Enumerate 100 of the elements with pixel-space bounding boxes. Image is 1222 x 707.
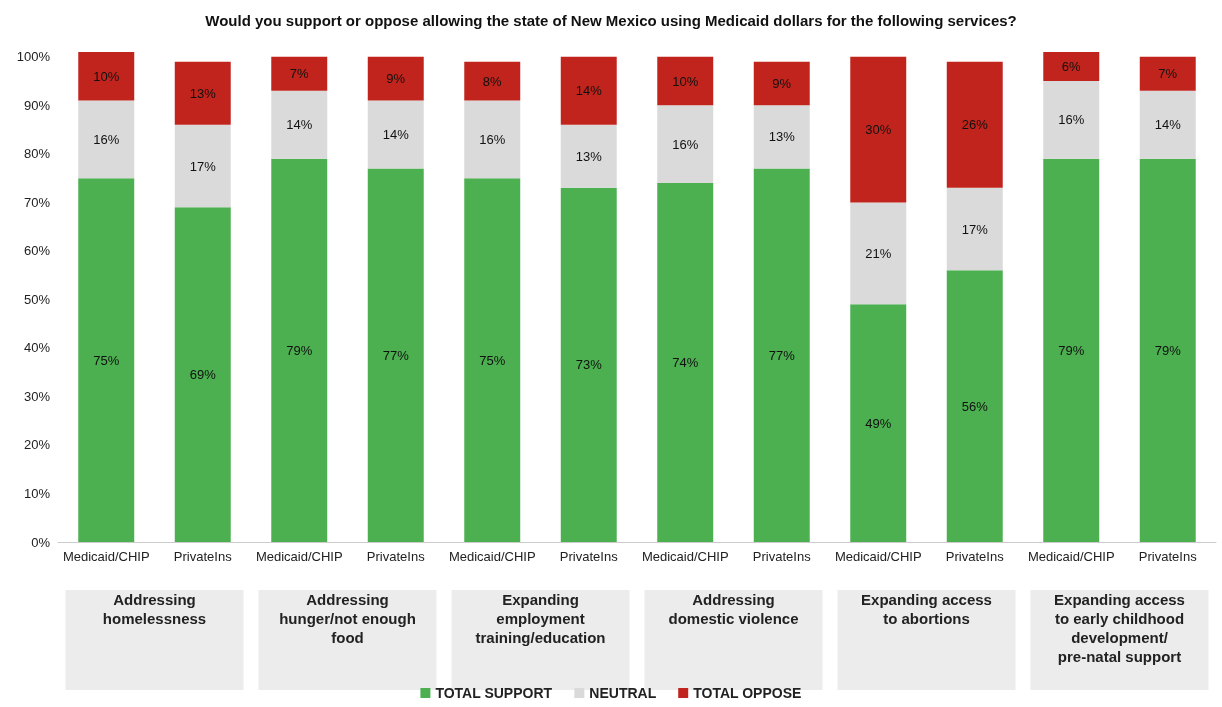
text: Expanding access to abortions bbox=[861, 591, 992, 627]
bar bbox=[560, 187, 617, 542]
data-label: 75% bbox=[93, 352, 120, 368]
bar bbox=[1043, 81, 1100, 159]
x-tick-label: Medicaid/CHIP bbox=[448, 549, 536, 564]
x-tick-label: Medicaid/CHIP bbox=[1027, 549, 1115, 564]
data-label: 14% bbox=[382, 126, 410, 142]
data-label: 10% bbox=[672, 73, 699, 89]
text: Expanding access to early childhood development/ pre-natal support bbox=[1054, 591, 1185, 665]
data-label: 79% bbox=[1058, 342, 1085, 358]
x-tick-label: PrivateIns bbox=[1138, 549, 1198, 564]
data-label: 16% bbox=[1058, 112, 1085, 128]
data-label: 14% bbox=[1154, 117, 1182, 133]
bar bbox=[367, 56, 424, 101]
data-label: 17% bbox=[961, 221, 989, 237]
bar bbox=[78, 52, 135, 101]
y-tick-label: 100% bbox=[16, 49, 51, 65]
data-label: 16% bbox=[93, 131, 120, 147]
bar bbox=[657, 182, 714, 542]
x-tick-label: Medicaid/CHIP bbox=[255, 549, 343, 564]
data-label: 7% bbox=[289, 66, 310, 82]
bar bbox=[174, 61, 231, 125]
legend-label: NEUTRAL bbox=[589, 685, 657, 701]
data-label: 16% bbox=[479, 131, 506, 147]
data-label: 9% bbox=[772, 76, 792, 92]
data-label: 10% bbox=[93, 68, 120, 84]
bar bbox=[78, 100, 135, 179]
y-tick-label: 60% bbox=[23, 243, 51, 259]
bar bbox=[946, 270, 1003, 542]
x-tick-label: PrivateIns bbox=[366, 549, 426, 564]
x-tick-label: PrivateIns bbox=[173, 549, 233, 564]
chart-title: Would you support or oppose allowing the state of New Mexico using Medicaid dollars for the following services? bbox=[205, 12, 1017, 29]
text: Addressing domestic violence bbox=[668, 591, 799, 627]
y-tick-label: 30% bbox=[23, 388, 51, 404]
y-tick-label: 80% bbox=[23, 146, 51, 162]
data-label: 7% bbox=[1158, 66, 1178, 82]
text: Expanding employment training/education bbox=[475, 591, 606, 646]
bar bbox=[271, 90, 328, 159]
bar bbox=[946, 61, 1003, 188]
data-label: 77% bbox=[382, 347, 410, 363]
data-label: 30% bbox=[865, 122, 892, 138]
bar bbox=[174, 207, 231, 542]
data-label: 9% bbox=[386, 71, 406, 87]
data-label: 16% bbox=[672, 136, 699, 152]
bar bbox=[850, 304, 907, 542]
data-label: 73% bbox=[575, 357, 603, 373]
bar bbox=[367, 100, 424, 169]
bar bbox=[657, 56, 714, 106]
y-tick-label: 20% bbox=[23, 437, 51, 453]
bar bbox=[464, 100, 521, 179]
y-tick-label: 0% bbox=[31, 534, 51, 550]
bar bbox=[174, 124, 231, 208]
data-label: 75% bbox=[479, 352, 506, 368]
y-tick-label: 50% bbox=[23, 291, 51, 307]
data-label: 49% bbox=[865, 415, 892, 431]
bar bbox=[560, 124, 617, 188]
bar bbox=[946, 187, 1003, 271]
x-tick-label: Medicaid/CHIP bbox=[62, 549, 150, 564]
bar bbox=[753, 168, 810, 542]
x-tick-label: Medicaid/CHIP bbox=[834, 549, 922, 564]
data-label: 14% bbox=[286, 117, 313, 133]
bar bbox=[271, 158, 328, 542]
bar bbox=[1139, 56, 1196, 91]
bar bbox=[1043, 52, 1100, 82]
bar bbox=[560, 56, 617, 125]
y-tick-label: 40% bbox=[23, 340, 51, 356]
bar bbox=[657, 105, 714, 183]
data-label: 56% bbox=[961, 398, 989, 414]
x-tick-label: PrivateIns bbox=[945, 549, 1005, 564]
text: Addressing hunger/not enough food bbox=[279, 591, 416, 646]
data-label: 13% bbox=[768, 129, 796, 145]
data-label: 17% bbox=[189, 158, 217, 174]
bar bbox=[1043, 158, 1100, 542]
data-label: 69% bbox=[189, 367, 217, 383]
legend-label: TOTAL SUPPORT bbox=[435, 685, 553, 701]
data-label: 74% bbox=[672, 354, 699, 370]
y-tick-label: 70% bbox=[23, 194, 51, 210]
data-label: 8% bbox=[482, 73, 503, 89]
data-label: 26% bbox=[961, 117, 989, 133]
data-label: 6% bbox=[1061, 59, 1082, 75]
x-tick-label: Medicaid/CHIP bbox=[641, 549, 729, 564]
bar bbox=[753, 61, 810, 106]
bar bbox=[464, 61, 521, 101]
data-label: 14% bbox=[575, 83, 603, 99]
y-tick-label: 90% bbox=[23, 97, 51, 113]
text: Addressing homelessness bbox=[102, 591, 207, 627]
bar bbox=[850, 202, 907, 305]
bar bbox=[1139, 90, 1196, 159]
data-label: 77% bbox=[768, 347, 796, 363]
bar bbox=[753, 105, 810, 169]
bar bbox=[464, 178, 521, 542]
data-label: 79% bbox=[1154, 342, 1182, 358]
data-label: 21% bbox=[865, 245, 892, 261]
data-label: 13% bbox=[575, 148, 603, 164]
legend-label: TOTAL OPPOSE bbox=[693, 685, 802, 701]
y-tick-label: 10% bbox=[23, 485, 51, 501]
bar bbox=[78, 178, 135, 542]
x-tick-label: PrivateIns bbox=[752, 549, 812, 564]
data-label: 79% bbox=[286, 342, 313, 358]
bar bbox=[1139, 158, 1196, 542]
